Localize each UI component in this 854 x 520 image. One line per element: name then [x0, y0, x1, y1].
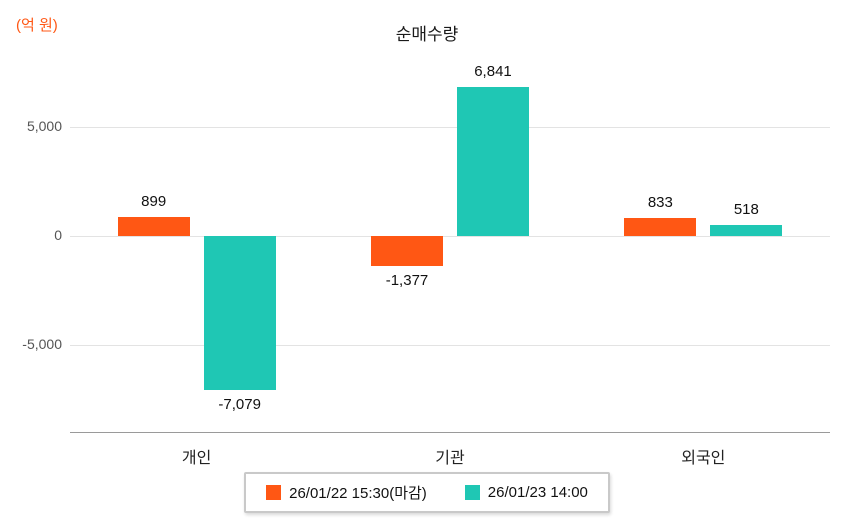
y-tick-label: 0 — [54, 227, 62, 244]
bar-기관-series2 — [457, 87, 529, 237]
y-tick-label: -5,000 — [22, 335, 62, 352]
x-axis-label-개인: 개인 — [181, 450, 212, 467]
y-tick-label: 5,000 — [26, 118, 62, 135]
legend-label-series2: 26/01/23 14:00 — [487, 484, 588, 501]
bar-기관-series1 — [371, 236, 443, 267]
plot-area — [70, 60, 830, 433]
legend-label-series1: 26/01/22 15:30(마감) — [289, 485, 427, 502]
bar-value-label: 518 — [733, 200, 759, 218]
legend-swatch-series1 — [266, 485, 282, 500]
x-axis-label-외국인: 외국인 — [681, 450, 726, 467]
chart-title: 순매수량 — [395, 25, 459, 44]
legend: 26/01/22 15:30(마감) 26/01/23 14:00 — [0, 472, 854, 513]
legend-box: 26/01/22 15:30(마감) 26/01/23 14:00 — [244, 472, 610, 513]
gridline — [70, 344, 830, 346]
legend-swatch-series2 — [464, 485, 480, 500]
x-axis-label-기관: 기관 — [435, 450, 465, 467]
legend-item-series2: 26/01/23 14:00 — [464, 484, 588, 501]
bar-개인-series1 — [117, 216, 190, 237]
legend-item-series1: 26/01/22 15:30(마감) — [266, 482, 427, 503]
bar-외국인-series2 — [710, 224, 783, 237]
bar-개인-series2 — [203, 236, 276, 391]
bar-value-label: 833 — [647, 194, 673, 212]
gridline — [70, 236, 830, 238]
gridline — [70, 127, 830, 129]
bar-value-label: -7,079 — [218, 396, 261, 414]
bar-value-label: -1,377 — [385, 272, 429, 290]
y-axis-unit-label: (억 원) — [16, 17, 58, 34]
bar-value-label: 6,841 — [474, 63, 512, 81]
bar-외국인-series1 — [624, 218, 697, 237]
bar-value-label: 899 — [141, 192, 167, 210]
